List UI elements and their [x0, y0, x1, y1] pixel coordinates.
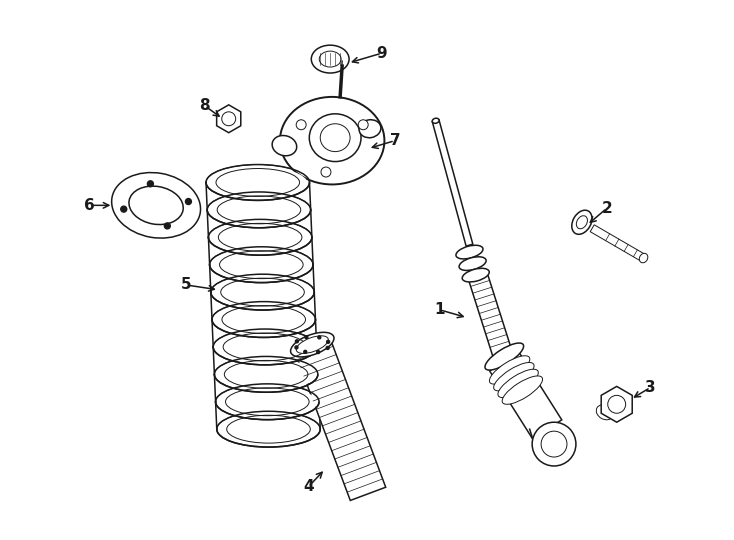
Text: 7: 7 [390, 133, 400, 148]
Ellipse shape [576, 215, 587, 229]
Text: 4: 4 [303, 480, 313, 495]
Circle shape [164, 223, 170, 229]
Circle shape [321, 167, 331, 177]
Ellipse shape [485, 343, 523, 370]
Ellipse shape [494, 362, 534, 391]
Circle shape [148, 181, 153, 187]
Ellipse shape [572, 210, 592, 234]
Polygon shape [590, 225, 646, 261]
Circle shape [305, 336, 308, 339]
Text: 3: 3 [645, 380, 656, 395]
Circle shape [304, 350, 307, 353]
Ellipse shape [309, 114, 361, 161]
Ellipse shape [214, 303, 313, 338]
Circle shape [316, 350, 320, 354]
Ellipse shape [502, 376, 542, 404]
Ellipse shape [320, 124, 350, 152]
Polygon shape [490, 352, 562, 438]
Circle shape [295, 346, 298, 349]
Ellipse shape [219, 413, 319, 447]
Text: 5: 5 [181, 278, 192, 293]
Circle shape [608, 395, 625, 413]
Ellipse shape [359, 120, 381, 138]
Ellipse shape [217, 386, 317, 420]
Text: 9: 9 [377, 45, 388, 60]
Ellipse shape [291, 332, 334, 357]
Ellipse shape [459, 257, 486, 271]
Ellipse shape [596, 405, 614, 420]
Ellipse shape [112, 173, 200, 238]
Circle shape [121, 206, 127, 212]
Ellipse shape [215, 331, 315, 365]
Ellipse shape [311, 45, 349, 73]
Ellipse shape [462, 268, 490, 282]
Ellipse shape [490, 356, 530, 384]
Text: 2: 2 [601, 201, 612, 216]
Ellipse shape [272, 136, 297, 156]
Text: 1: 1 [435, 302, 445, 318]
Circle shape [532, 422, 576, 466]
Polygon shape [432, 120, 473, 246]
Ellipse shape [208, 166, 308, 200]
Polygon shape [217, 105, 241, 133]
Circle shape [326, 347, 329, 349]
Ellipse shape [280, 97, 385, 185]
Ellipse shape [319, 51, 341, 67]
Polygon shape [468, 272, 514, 362]
Text: 8: 8 [200, 98, 210, 113]
Ellipse shape [297, 336, 328, 353]
Circle shape [295, 340, 299, 343]
Ellipse shape [498, 369, 538, 397]
Circle shape [318, 336, 321, 339]
Ellipse shape [211, 249, 311, 282]
Ellipse shape [217, 359, 316, 392]
Polygon shape [294, 338, 385, 501]
Circle shape [186, 199, 192, 205]
Text: 6: 6 [84, 198, 95, 213]
Ellipse shape [209, 194, 309, 228]
Ellipse shape [211, 221, 310, 255]
Polygon shape [601, 387, 632, 422]
Ellipse shape [639, 253, 648, 263]
Ellipse shape [213, 276, 312, 310]
Circle shape [297, 120, 306, 130]
Ellipse shape [129, 186, 184, 225]
Circle shape [358, 120, 368, 130]
Ellipse shape [432, 118, 439, 123]
Circle shape [541, 431, 567, 457]
Circle shape [222, 112, 236, 126]
Circle shape [327, 340, 330, 343]
Ellipse shape [456, 245, 483, 259]
